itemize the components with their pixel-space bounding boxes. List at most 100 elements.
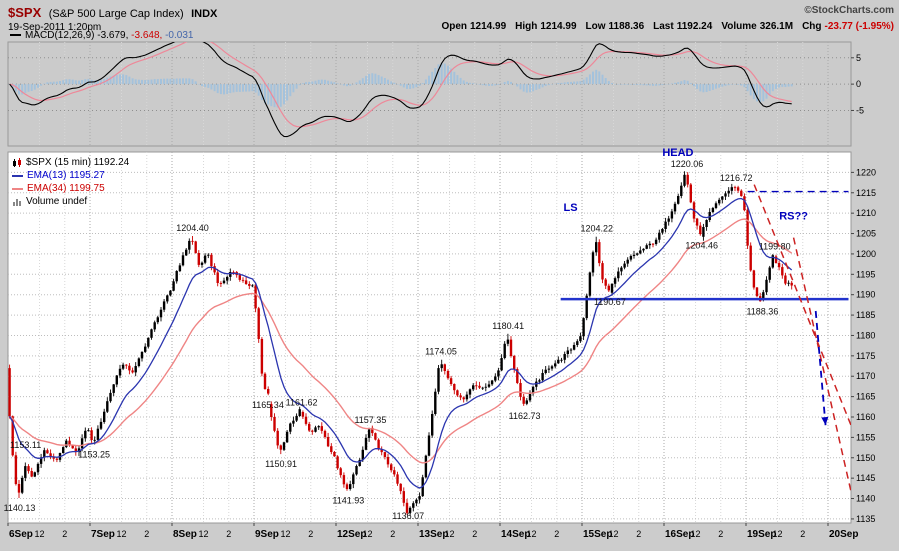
macd-value: -3.679, xyxy=(94,30,129,41)
price-label: 1153.25 xyxy=(78,450,110,460)
price-axis-tick: 1160 xyxy=(856,412,875,422)
legend-row-symbol: $SPX (15 min) 1192.24 xyxy=(12,156,129,169)
price-axis-tick: 1210 xyxy=(856,208,876,218)
price-legend: $SPX (15 min) 1192.24 EMA(13) 1195.27 EM… xyxy=(12,156,129,208)
time-axis-label: 12 xyxy=(773,529,783,539)
price-label: 1190.67 xyxy=(594,297,626,307)
price-label: 1150.91 xyxy=(265,459,297,469)
legend-row-ema13: EMA(13) 1195.27 xyxy=(12,169,129,182)
macd-value: -0.031 xyxy=(162,30,194,41)
price-label: 1165.34 xyxy=(252,400,284,410)
macd-plot xyxy=(8,42,793,138)
time-axis-label: 2 xyxy=(62,529,67,539)
macd-panel xyxy=(7,41,852,147)
price-label: 1140.13 xyxy=(4,503,36,513)
time-axis-label: 2 xyxy=(636,529,641,539)
symbol-name: (S&P 500 Large Cap Index) xyxy=(48,8,184,20)
date-axis-label: 7Sep xyxy=(91,529,115,540)
date-axis-label: 13Sep xyxy=(419,529,448,540)
ema34-line xyxy=(9,218,793,464)
legend-volume-text: Volume undef xyxy=(26,196,88,207)
price-plot xyxy=(8,171,851,516)
price-axis-tick: 1150 xyxy=(856,453,875,463)
trendline-lower xyxy=(792,237,851,495)
time-axis-label: 2 xyxy=(472,529,477,539)
price-label: 1162.73 xyxy=(509,411,541,421)
date-axis-label: 20Sep xyxy=(829,529,858,540)
time-axis-label: 12 xyxy=(609,529,619,539)
legend-ema13-text: EMA(13) 1195.27 xyxy=(27,170,105,181)
gridlines xyxy=(8,42,851,523)
quote-value: 1192.24 xyxy=(676,21,713,32)
time-axis-label: 2 xyxy=(718,529,723,539)
date-axis-label: 6Sep xyxy=(9,529,33,540)
macd-line xyxy=(9,42,792,138)
rs-label: RS?? xyxy=(779,210,808,222)
price-label: 1204.46 xyxy=(685,241,718,251)
legend-row-volume: Volume undef xyxy=(12,195,129,208)
time-axis-label: 12 xyxy=(199,529,209,539)
quote-value: 1214.99 xyxy=(540,21,577,32)
price-axis-tick: 1155 xyxy=(856,432,875,442)
symbol: $SPX xyxy=(8,5,42,20)
price-label: 1220.06 xyxy=(671,159,704,169)
candles xyxy=(8,171,793,516)
quote-label: Chg xyxy=(802,21,822,32)
time-axis-label: 2 xyxy=(554,529,559,539)
price-label: 1136.07 xyxy=(392,511,424,521)
quote-value: -23.77 (-1.95%) xyxy=(824,21,894,32)
quote-value: 326.1M xyxy=(759,21,794,32)
chart-datetime: 19-Sep-2011 1:20pm xyxy=(8,22,102,33)
ema34-swatch xyxy=(12,187,23,190)
macd-label: MACD(12,26,9) xyxy=(25,30,95,41)
legend-row-ema34: EMA(34) 1199.75 xyxy=(12,182,129,195)
macd-signal-line xyxy=(9,42,792,128)
time-axis-label: 12 xyxy=(117,529,127,539)
price-axis-tick: 1140 xyxy=(856,494,875,504)
time-axis-label: 12 xyxy=(363,529,373,539)
time-axis-label: 12 xyxy=(35,529,45,539)
date-axis-label: 15Sep xyxy=(583,529,612,540)
ema13-swatch xyxy=(12,174,23,177)
price-label: 1188.36 xyxy=(746,306,778,316)
quote-label: Low xyxy=(585,21,606,32)
price-axis-tick: 1195 xyxy=(856,269,875,279)
price-axis-tick: 1185 xyxy=(856,310,875,320)
volume-bars-icon xyxy=(13,198,21,206)
macd-axis-tick: 5 xyxy=(856,53,861,63)
copyright: ©StockCharts.com xyxy=(804,5,894,16)
price-label: 1199.80 xyxy=(759,242,791,252)
macd-value: -3.648, xyxy=(128,30,163,41)
quote-summary: Open 1214.99 High 1214.99 Low 1188.36 Last 1192… xyxy=(432,21,894,32)
candlestick-icon xyxy=(13,157,21,167)
time-axis-label: 2 xyxy=(144,529,149,539)
date-axis-label: 8Sep xyxy=(173,529,197,540)
quote-value: 1188.36 xyxy=(608,21,645,32)
quote-label: Volume xyxy=(721,21,757,32)
ls-label: LS xyxy=(563,202,577,214)
price-axis-tick: 1180 xyxy=(856,330,875,340)
price-axis-tick: 1200 xyxy=(856,249,876,259)
projection-arrow-head xyxy=(821,416,829,426)
date-axis-label: 16Sep xyxy=(665,529,694,540)
macd-axis-tick: -5 xyxy=(856,105,864,115)
price-label: 1216.72 xyxy=(720,173,753,183)
time-axis-label: 2 xyxy=(390,529,395,539)
time-axis-label: 12 xyxy=(445,529,455,539)
macd-histogram xyxy=(8,62,793,108)
macd-line-swatch xyxy=(10,34,21,37)
date-axis-label: 9Sep xyxy=(255,529,279,540)
pattern-annotations: LS HEAD RS?? xyxy=(563,147,808,222)
price-axis-tick: 1170 xyxy=(856,371,875,381)
price-axis-tick: 1220 xyxy=(856,167,876,177)
price-axis-tick: 1145 xyxy=(856,473,875,483)
quote-label: High xyxy=(515,21,538,32)
head-label: HEAD xyxy=(662,147,693,159)
quote-label: Last xyxy=(653,21,674,32)
macd-values: -3.679, -3.648, -0.031 xyxy=(94,30,193,41)
axis-labels: 1135 1140 1145 1150 1155 1160 1165 1170 1175 1180… xyxy=(7,53,876,540)
time-axis-label: 12 xyxy=(281,529,291,539)
time-axis-label: 2 xyxy=(800,529,805,539)
